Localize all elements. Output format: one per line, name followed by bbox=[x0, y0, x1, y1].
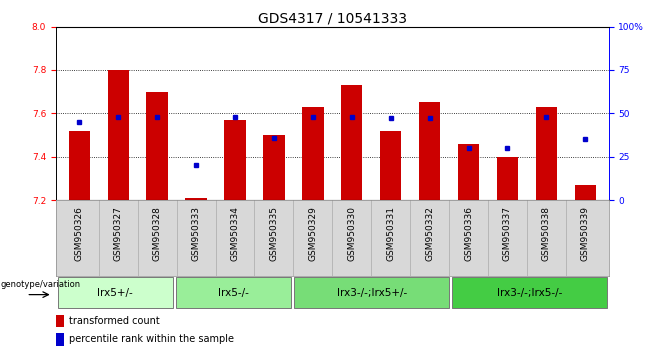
Text: lrx3-/-;lrx5+/-: lrx3-/-;lrx5+/- bbox=[337, 288, 407, 298]
Title: GDS4317 / 10541333: GDS4317 / 10541333 bbox=[258, 11, 407, 25]
Bar bbox=[341, 85, 363, 200]
Bar bbox=[380, 131, 401, 200]
Bar bbox=[458, 144, 479, 200]
Text: GSM950328: GSM950328 bbox=[153, 206, 162, 261]
Bar bbox=[107, 70, 129, 200]
Bar bbox=[574, 185, 596, 200]
Text: GSM950329: GSM950329 bbox=[309, 206, 317, 261]
Text: GSM950335: GSM950335 bbox=[269, 206, 278, 261]
Bar bbox=[419, 102, 440, 200]
Text: GSM950333: GSM950333 bbox=[191, 206, 201, 261]
Text: GSM950326: GSM950326 bbox=[75, 206, 84, 261]
Bar bbox=[57, 278, 173, 308]
Bar bbox=[176, 278, 291, 308]
Bar bbox=[302, 107, 324, 200]
Text: GSM950327: GSM950327 bbox=[114, 206, 122, 261]
Text: transformed count: transformed count bbox=[69, 316, 160, 326]
Text: lrx5+/-: lrx5+/- bbox=[97, 288, 133, 298]
Text: genotype/variation: genotype/variation bbox=[1, 280, 81, 289]
Text: GSM950337: GSM950337 bbox=[503, 206, 512, 261]
Text: GSM950334: GSM950334 bbox=[230, 206, 240, 261]
Text: percentile rank within the sample: percentile rank within the sample bbox=[69, 335, 234, 344]
Bar bbox=[186, 198, 207, 200]
Text: lrx3-/-;lrx5-/-: lrx3-/-;lrx5-/- bbox=[497, 288, 563, 298]
Bar bbox=[263, 135, 285, 200]
Bar bbox=[497, 156, 518, 200]
Bar bbox=[294, 278, 449, 308]
Text: GSM950330: GSM950330 bbox=[347, 206, 356, 261]
Bar bbox=[68, 131, 90, 200]
Text: lrx5-/-: lrx5-/- bbox=[218, 288, 249, 298]
Text: GSM950336: GSM950336 bbox=[464, 206, 473, 261]
Text: GSM950339: GSM950339 bbox=[581, 206, 590, 261]
Bar bbox=[452, 278, 607, 308]
Bar bbox=[56, 315, 64, 327]
Text: GSM950331: GSM950331 bbox=[386, 206, 395, 261]
Bar bbox=[536, 107, 557, 200]
Bar bbox=[224, 120, 245, 200]
Text: GSM950338: GSM950338 bbox=[542, 206, 551, 261]
Bar bbox=[56, 333, 64, 346]
Text: GSM950332: GSM950332 bbox=[425, 206, 434, 261]
Bar bbox=[147, 92, 168, 200]
